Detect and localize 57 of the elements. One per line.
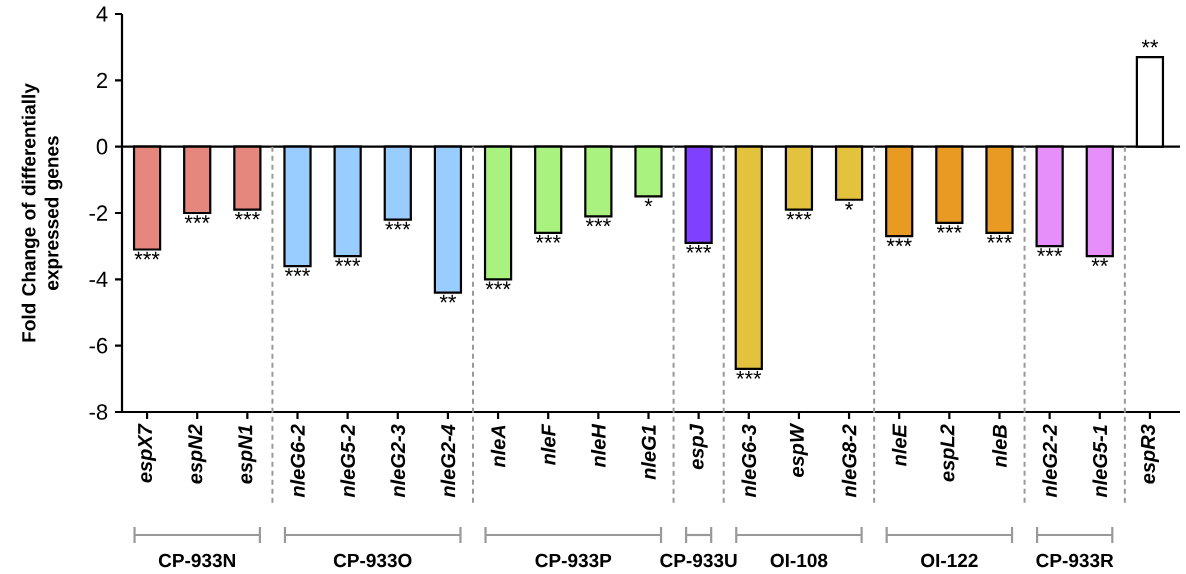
x-tick-label: nleG6-3 [741, 424, 757, 498]
x-tick-label: nleE [891, 423, 907, 467]
x-tick-label: nleF [540, 423, 556, 465]
text: CP-933P [535, 553, 612, 568]
x-tick-label: nleG1 [641, 425, 656, 480]
data-label: *** [535, 235, 561, 243]
x-tick-label: nleG6-2 [290, 424, 305, 498]
y-tick-label: 2 [97, 72, 108, 89]
y-tick-label: -8 [89, 404, 108, 420]
data-label: ** [1091, 258, 1108, 267]
data-label: ** [1141, 39, 1159, 48]
data-label: *** [385, 221, 411, 230]
data-label: * [644, 198, 653, 207]
x-tick-label: nleH [591, 423, 606, 468]
y-axis-title: Fold Change of differentially expressed genes [21, 83, 63, 342]
data-label: *** [736, 371, 762, 379]
text: OI-122 [921, 553, 978, 568]
y-tick-label: 4 [96, 6, 108, 22]
x-tick-label: espN1 [238, 425, 257, 484]
data-label: *** [886, 238, 912, 247]
x-tick-label: nleA [490, 425, 506, 468]
x-tick-label: espN2 [188, 424, 207, 484]
y-tick-label: 0 [96, 138, 108, 155]
x-tick-label: espX7 [138, 423, 157, 483]
x-tick-label: espW [789, 422, 808, 477]
text: CP-933N [158, 553, 235, 568]
x-tick-label: nleG2-3 [390, 424, 406, 498]
data-label: *** [134, 251, 160, 260]
data-label: *** [786, 211, 812, 220]
y-tick-label: -2 [89, 205, 108, 221]
data-label: *** [987, 235, 1012, 243]
data-label: *** [234, 211, 260, 220]
x-tick-label: espL2 [940, 424, 959, 482]
data-label: *** [585, 218, 611, 227]
text: CP-933R [1036, 553, 1114, 568]
text: OI-108 [770, 553, 828, 568]
data-label: *** [335, 258, 361, 267]
data-label: *** [1037, 248, 1063, 257]
x-tick-label: nleG8-2 [841, 424, 857, 498]
y-tick-label: -4 [89, 271, 108, 287]
y-tick-label: -6 [89, 337, 108, 354]
text: CP-933U [660, 553, 737, 568]
text: CP-933O [333, 553, 412, 568]
x-tick-label: nleG5-2 [340, 424, 355, 498]
data-label: *** [485, 281, 511, 290]
data-label: ** [439, 294, 457, 303]
data-label: * [845, 201, 853, 210]
x-tick-label: nleG2-2 [1042, 424, 1057, 498]
data-label: *** [285, 268, 310, 276]
x-tick-label: nleG5-1 [1092, 425, 1108, 498]
data-label: *** [936, 225, 962, 233]
x-tick-label: nleB [992, 424, 1007, 468]
x-tick-label: espR3 [1140, 424, 1159, 484]
data-label: *** [686, 245, 712, 253]
x-tick-label: espJ [689, 423, 708, 470]
data-label: *** [184, 215, 210, 223]
x-tick-label: nleG2-4 [440, 424, 456, 498]
